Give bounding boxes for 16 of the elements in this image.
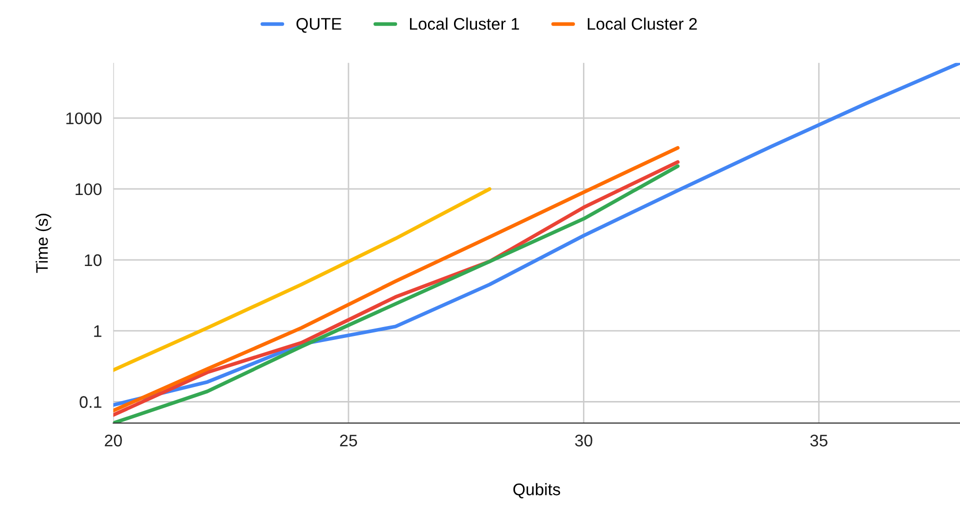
y-tick-label: 100 [76, 183, 102, 196]
x-tick-label: 20 [104, 434, 122, 446]
x-tick-label: 35 [810, 434, 828, 446]
y-tick-label: 0.1 [80, 396, 102, 408]
legend-label: QUTE [296, 18, 342, 33]
x-tick-label: 30 [575, 434, 592, 446]
legend-label: Local Cluster 1 [410, 18, 520, 30]
y-tick-label: 1 [94, 325, 102, 337]
line-series [113, 62, 960, 407]
legend-label: Local Cluster 2 [588, 18, 697, 30]
line-series [113, 187, 492, 372]
y-tick-label: 1000 [66, 112, 102, 124]
x-axis-title: Qubits [513, 483, 560, 498]
x-tick-label: 25 [340, 434, 358, 446]
y-axis-title: Time (s) [36, 214, 52, 273]
y-tick-label: 10 [84, 254, 102, 266]
